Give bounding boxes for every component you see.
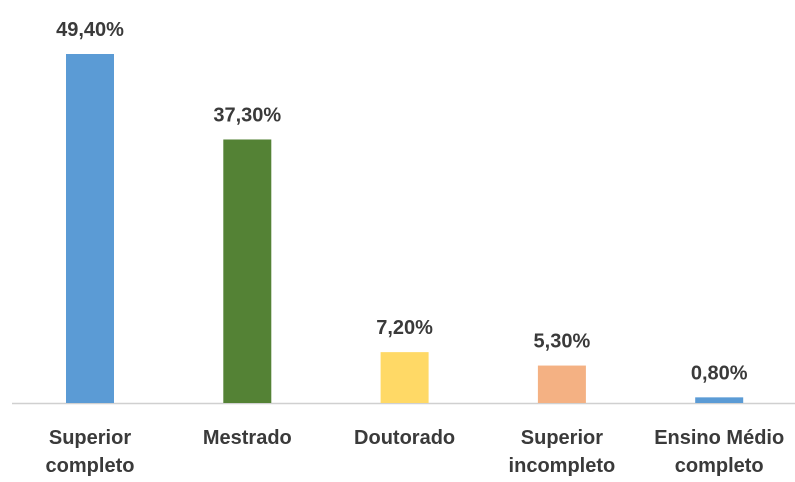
value-label: 0,80%: [691, 362, 748, 384]
category-label: Ensino Médio completo: [654, 427, 785, 477]
value-label: 5,30%: [534, 331, 591, 353]
category-label: Superior completo: [45, 427, 135, 477]
category-label: Doutorado: [354, 427, 456, 449]
category-label: Superior incompleto: [508, 427, 616, 477]
value-label: 37,30%: [213, 104, 281, 126]
category-label: Mestrado: [202, 427, 292, 449]
value-label: 49,40%: [56, 19, 124, 41]
value-label: 7,20%: [376, 317, 433, 339]
bar: [380, 352, 429, 403]
bar: [223, 139, 272, 403]
bar: [66, 54, 114, 403]
bar: [695, 397, 744, 403]
bar: [537, 365, 586, 403]
